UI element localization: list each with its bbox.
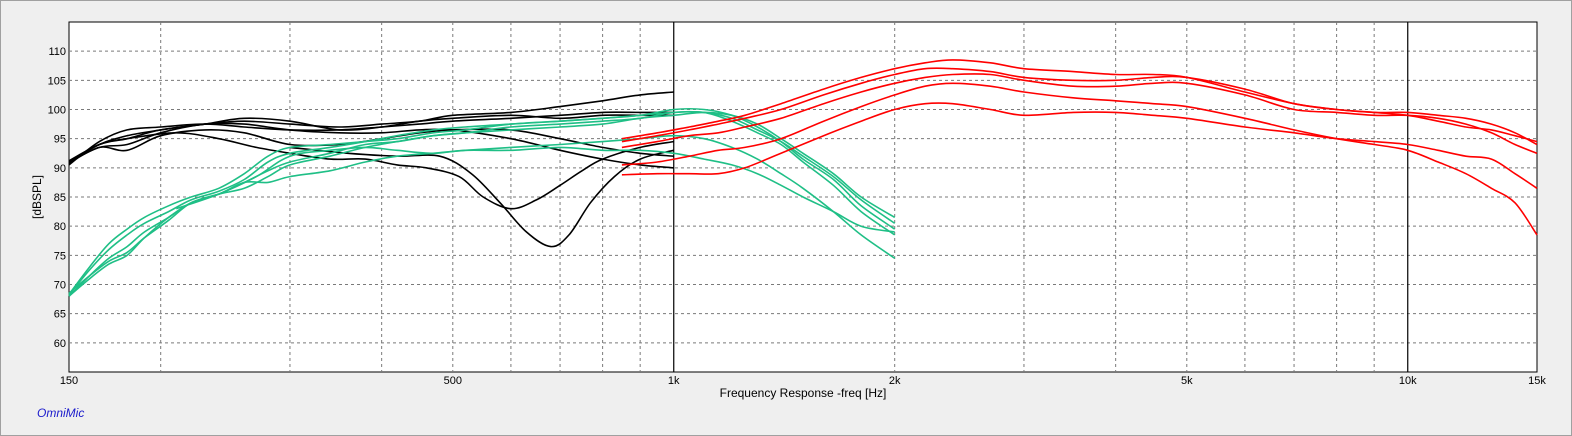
series-line-woofer-2 bbox=[68, 91, 674, 163]
series-line-mid-9 bbox=[68, 110, 896, 297]
series-line-woofer-5 bbox=[68, 122, 674, 169]
y-tick-label: 75 bbox=[54, 250, 66, 262]
series-line-mid-10 bbox=[68, 107, 896, 296]
y-tick-label: 95 bbox=[54, 134, 66, 146]
series-line-tweeter-15 bbox=[621, 82, 1538, 236]
y-tick-label: 70 bbox=[54, 280, 66, 292]
x-tick-label: 1k bbox=[668, 375, 680, 387]
grid bbox=[69, 22, 1537, 372]
y-tick-label: 105 bbox=[48, 75, 66, 87]
series-line-woofer-3 bbox=[68, 114, 674, 163]
series-line-tweeter-14 bbox=[621, 102, 1538, 189]
omnimic-brand: OmniMic bbox=[37, 406, 85, 420]
series-layer bbox=[68, 59, 1538, 297]
x-tick-label: 2k bbox=[889, 375, 901, 387]
y-tick-label: 60 bbox=[54, 338, 66, 350]
series-line-woofer-6 bbox=[68, 132, 674, 210]
series-line-mid-13 bbox=[176, 146, 895, 233]
x-axis-label: Frequency Response -freq [Hz] bbox=[720, 386, 887, 400]
tick-labels: 60 65 70 75 80 85 90 95 100 105 110 150 500 1k 2k 5k 10k… bbox=[48, 46, 1547, 387]
y-tick-label: 85 bbox=[54, 192, 66, 204]
series-line-tweeter-16 bbox=[621, 73, 1538, 155]
y-axis-label: [dBSPL] bbox=[30, 175, 44, 219]
y-tick-label: 100 bbox=[48, 105, 66, 117]
x-tick-label: 5k bbox=[1181, 375, 1193, 387]
y-tick-label: 80 bbox=[54, 221, 66, 233]
y-tick-label: 110 bbox=[48, 46, 66, 58]
series-line-tweeter-18 bbox=[621, 59, 1538, 143]
x-tick-label: 10k bbox=[1399, 375, 1417, 387]
x-tick-label: 500 bbox=[444, 375, 462, 387]
series-line-tweeter-17 bbox=[621, 67, 1538, 146]
y-tick-label: 65 bbox=[54, 309, 66, 321]
series-line-mid-11 bbox=[68, 110, 896, 295]
x-tick-label: 150 bbox=[60, 375, 78, 387]
y-tick-label: 90 bbox=[54, 163, 66, 175]
x-tick-label: 15k bbox=[1528, 375, 1546, 387]
